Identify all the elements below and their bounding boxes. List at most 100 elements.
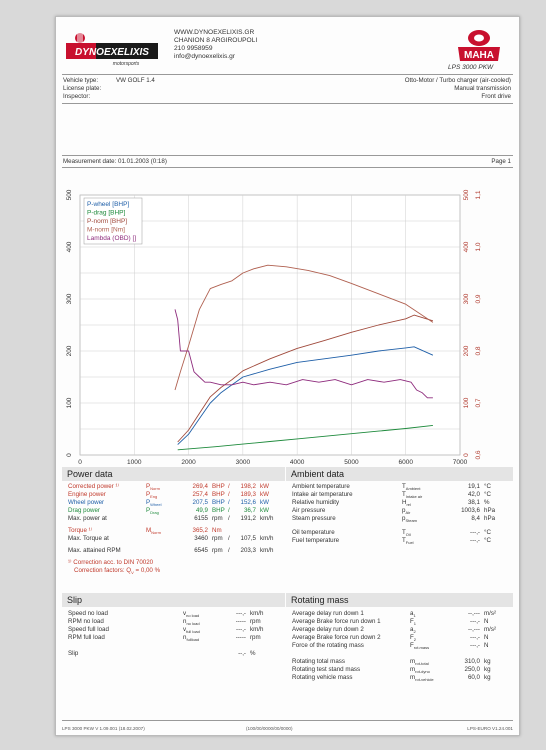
correction-factors: Correction factors: QV = 0,00 % [74,567,161,576]
power-data-title: Power data [62,467,285,481]
max-torque-speed: 107,5 [240,535,256,542]
lambda-tick-label: 0,9 [475,294,482,303]
slip-symbol: nfullload [183,634,200,643]
dyno-chart: 01000200030004000500060007000n [rpm]0100… [66,189,482,473]
lambda-tick-label: 1,0 [475,242,482,251]
ambient-unit: °C [484,537,491,544]
engine-power-kw: 189,3 [240,491,256,498]
corrected-power-sub: Norm [150,486,160,492]
ambient-row: Air pressure pAir 1003,6 hPa [292,507,495,515]
rot-value: --,--- [467,610,480,617]
slip-row: RPM no load nno load ----- rpm [68,618,261,626]
rot-symbol: F2 [410,634,417,643]
ambient-row: Ambient temperature TAmbient 19,1 °C [292,483,491,491]
rot-symbol: a2 [410,626,416,635]
legend-entry: Lambda (OBD) [] [87,235,136,242]
slip-row: Slip --,-% [68,650,256,658]
legend-entry: P-norm [BHP] [87,218,127,225]
inspector-label: Inspector: [63,93,91,100]
corrected-power-kw: 198,2 [240,483,256,490]
wheel-power-unit2: kW [260,499,269,506]
divider [62,74,513,75]
engine-power-bhp: 257,4 [192,491,208,498]
drag-power-sub: Drag [150,510,159,516]
correction-note: ¹⁾ Correction acc. to DIN 70020 [68,559,154,566]
transmission-type: Manual transmission [454,85,511,92]
right-tick-label: 300 [463,293,470,304]
x-tick-label: 6000 [398,459,413,466]
right-tick-label: 100 [463,397,470,408]
ambient-row: Intake air temperature TIntake air 42,0 °C [292,491,491,499]
rot-row: Average Brake force run down 1 F1 ---,- N [292,618,488,626]
rot-unit: N [484,642,489,649]
rot-unit: N [484,634,489,641]
corrected-power-label: Corrected power ¹⁾ [68,483,120,490]
slip-title: Slip [62,593,285,607]
website-text[interactable]: WWW.DYNOEXELIXIS.GR [174,29,255,36]
ambient-label: Oil temperature [292,529,335,536]
rot-symbol: F1 [410,618,417,627]
ambient-symbol: TAmbient [402,483,421,492]
corrected-power-unit1: BHP [212,483,225,490]
slip-value: ---,- [236,610,246,617]
right-tick-label: 500 [463,189,470,200]
slip-unit: rpm [250,634,261,641]
dynoexelixis-logo: DYNOEXELIXIS motorsports [66,33,158,67]
ambient-data-title: Ambient data [286,467,513,481]
x-tick-label: 1000 [127,459,142,466]
max-power-unit2: km/h [260,515,274,522]
lambda-tick-label: 0,8 [475,346,482,355]
engine-power-unit1: BHP [212,491,225,498]
ambient-row: Relative humidity Hrel 38,1% [292,499,490,507]
slip-row: RPM full load nfullload ----- rpm [68,634,261,642]
street-text: CHANION 8 ARGIROUPOLI [174,37,258,44]
rot-label: Average Brake force run down 1 [292,618,381,625]
slip-unit: km/h [250,626,264,633]
license-plate-label: License plate: [63,85,102,92]
divider [62,720,513,721]
vehicle-info: Vehicle type: VW GOLF 1.4 License plate:… [56,77,519,107]
max-rpm-value: 6545 [194,547,208,554]
engine-power-sub: Eng [150,494,158,500]
rot-value: 310,0 [464,658,480,665]
divider [62,103,513,104]
ambient-unit: °C [484,483,491,490]
rot-symbol: mrot-vehicle [410,674,434,683]
corrected-power-row: Corrected power ¹⁾ PNorm 269,4 BHP / 198… [68,483,269,492]
svg-text:motorsports: motorsports [113,61,140,67]
rot-label: Rotating vehicle mass [292,674,353,681]
rot-row: Average Brake force run down 2 F2 ---,- N [292,634,488,642]
legend-entry: P-drag [BHP] [87,210,125,217]
page-number: Page 1 [491,158,511,165]
correction-factors-label: Correction factors: Q [74,567,132,574]
ambient-symbol: pAir [402,507,411,516]
rot-value: 60,0 [467,674,480,681]
rotating-mass-table: Average delay run down 1 a1 --,--- m/s² Aver… [292,610,512,710]
wheel-power-kw: 152,6 [240,499,256,506]
ambient-label: Steam pressure [292,515,336,522]
svg-text:MAHA: MAHA [464,50,494,61]
drive-type: Front drive [481,93,511,100]
email-text[interactable]: info@dynoexelixis.gr [174,53,235,60]
rot-label: Average delay run down 1 [292,610,364,617]
corrected-power-symbol: P [146,483,151,490]
rot-row: Average delay run down 1 a1 --,--- m/s² [292,610,496,618]
ambient-label: Relative humidity [292,499,340,506]
series-line-4 [174,309,433,399]
ambient-symbol: Hrel [402,499,411,508]
rot-symbol: Frot.mass [410,642,430,651]
rot-row: Rotating vehicle mass mrot-vehicle 60,0 kg [292,674,491,682]
left-tick-label: 300 [66,293,73,304]
max-power-unit1: rpm [212,515,223,522]
series-line-2 [177,314,434,443]
rot-value: 250,0 [464,666,480,673]
power-table: Corrected power ¹⁾ PNorm 269,4 BHP / 198… [68,483,283,593]
max-torque-unit2: km/h [260,535,274,542]
engine-type: Otto-Motor / Turbo charger (air-cooled) [404,77,511,84]
drag-power-kw: 36,7 [243,507,256,514]
max-rpm-unit2: km/h [260,547,274,554]
rot-row: Force of the rotating mass Frot.mass ---,-… [292,642,488,650]
rot-value: ---,- [470,642,480,649]
max-torque-unit1: rpm [212,535,223,542]
ambient-value: 42,0 [467,491,480,498]
